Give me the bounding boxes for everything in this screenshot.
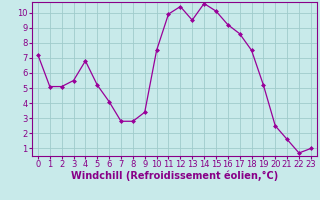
X-axis label: Windchill (Refroidissement éolien,°C): Windchill (Refroidissement éolien,°C): [71, 171, 278, 181]
